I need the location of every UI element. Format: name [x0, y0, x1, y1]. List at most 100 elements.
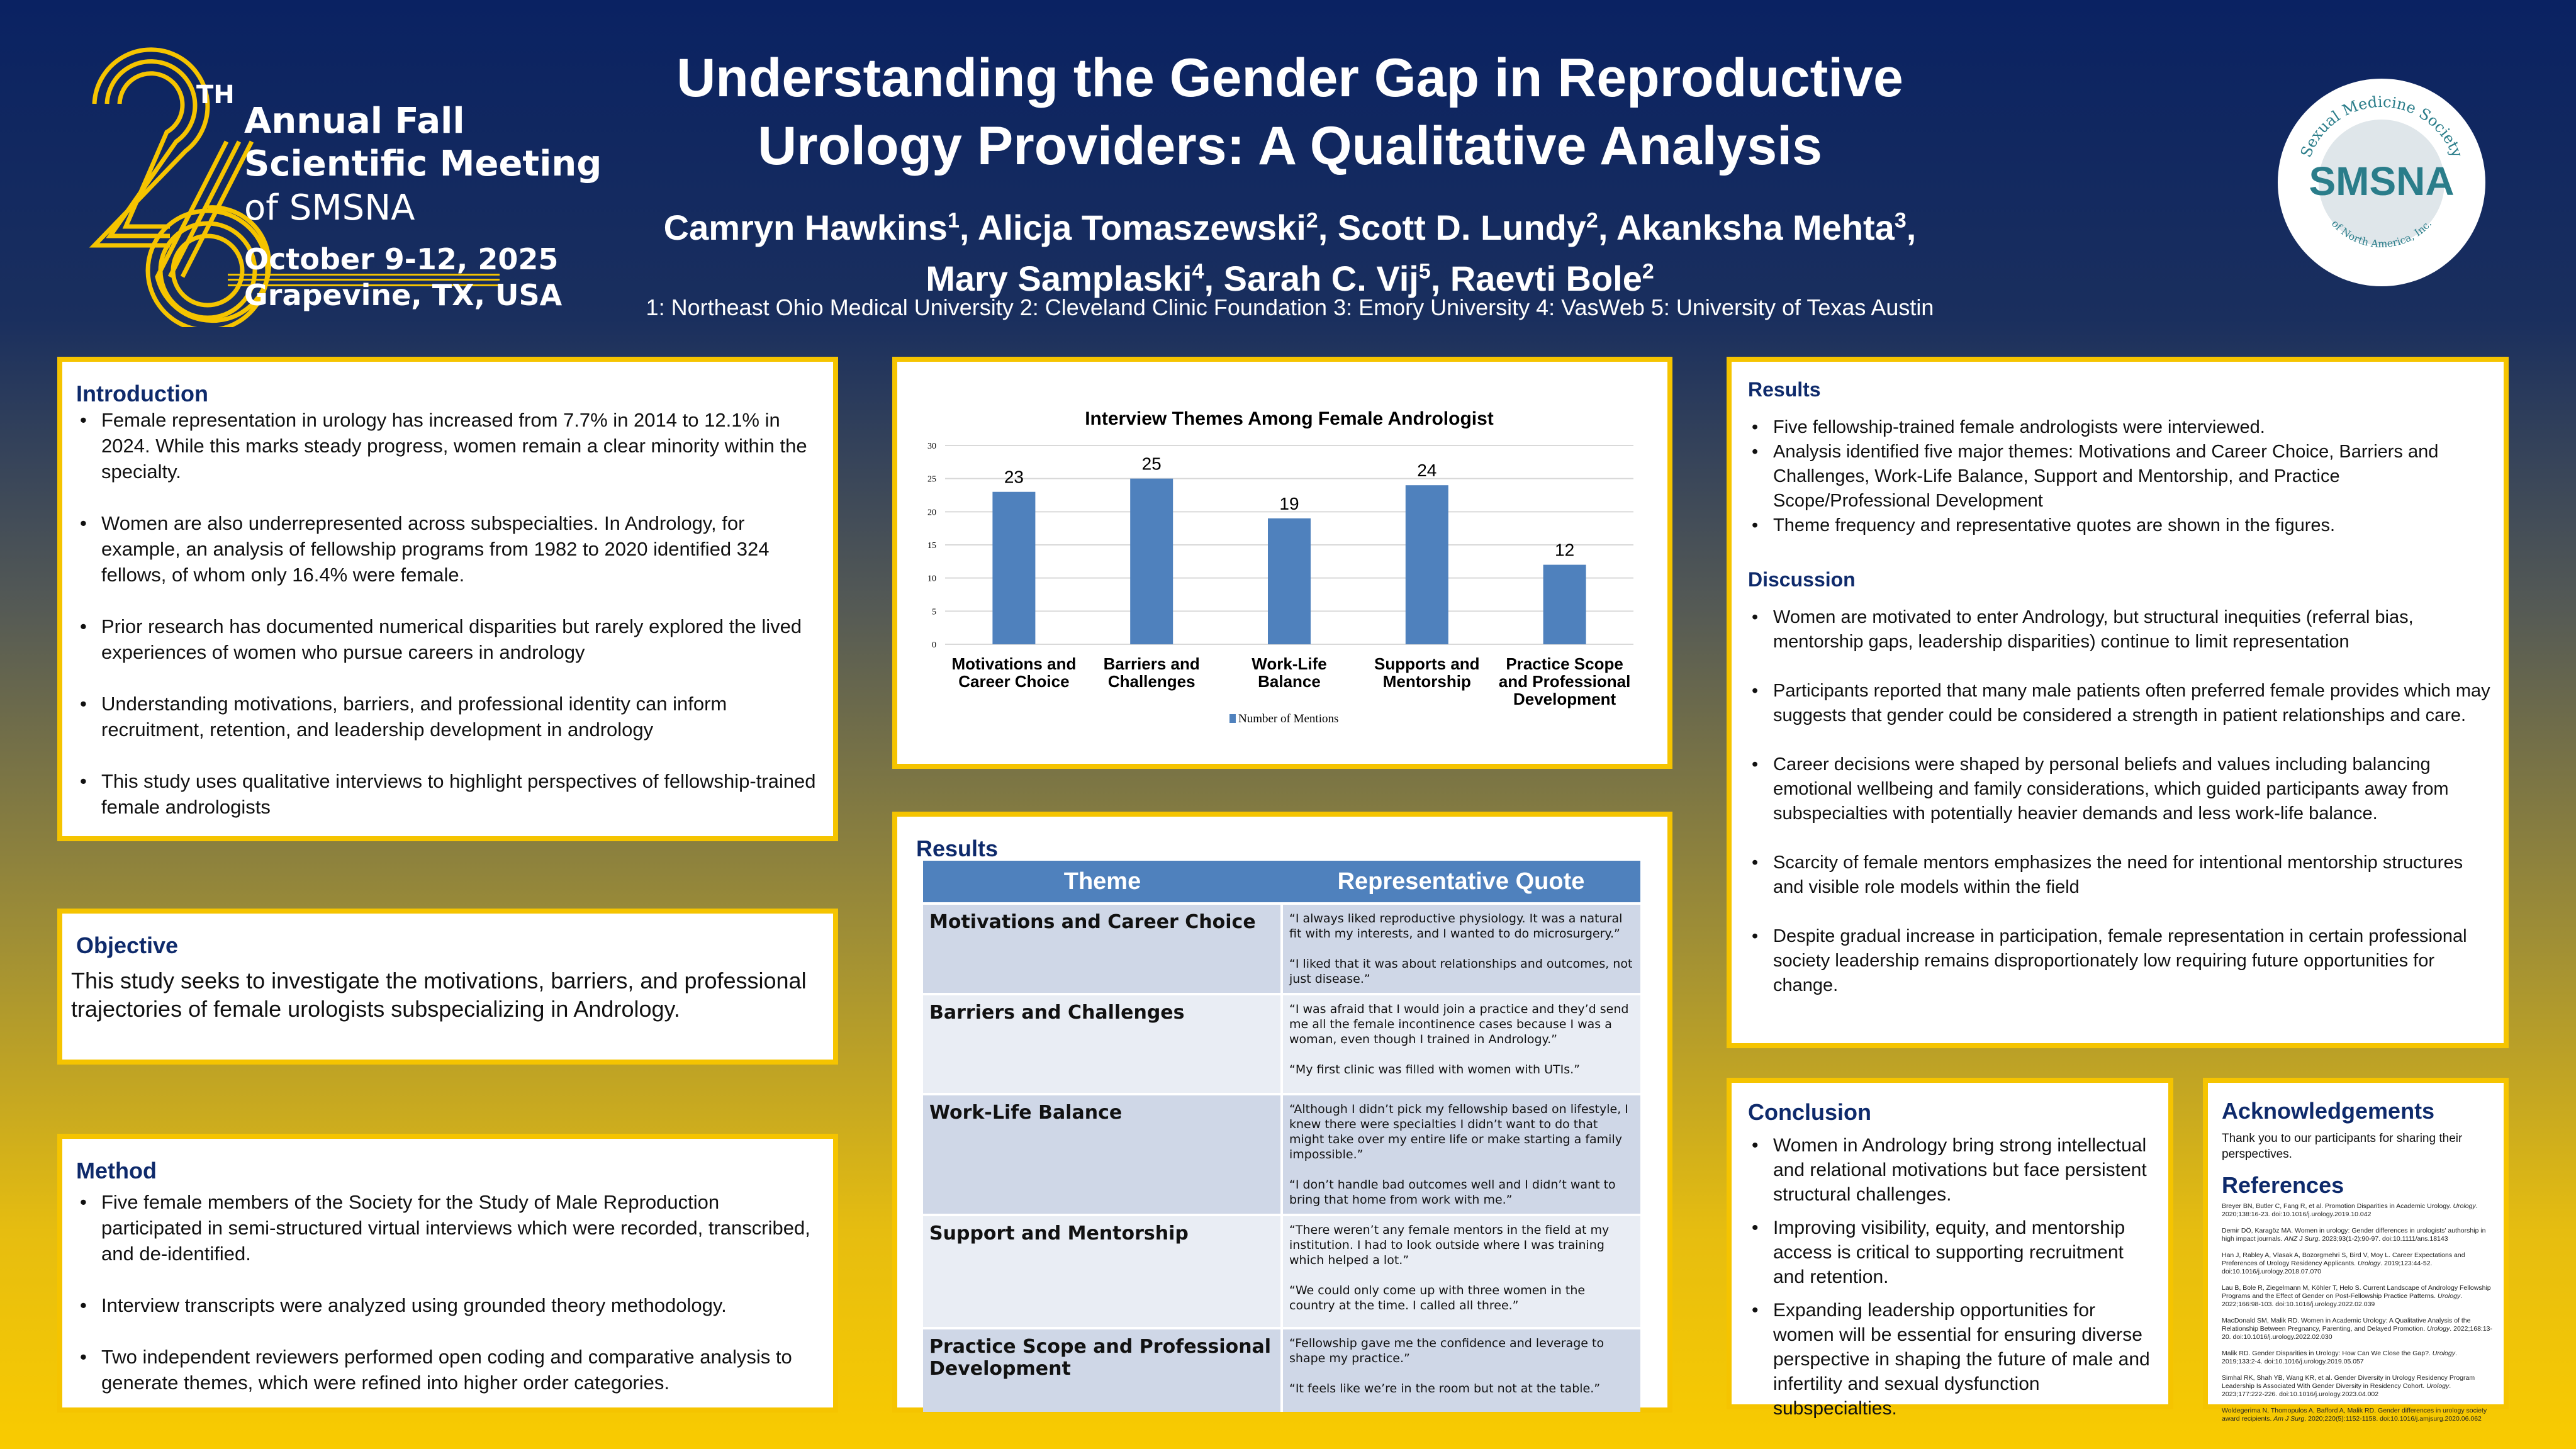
- conclusion-section: Conclusion Women in Andrology bring stro…: [1727, 1078, 2173, 1419]
- reference-item: Lau B, Bole R, Ziegelmann M, Köhler T, H…: [2222, 1284, 2494, 1309]
- logo-line3: of SMSNA: [244, 187, 415, 228]
- section-heading: Conclusion: [1748, 1099, 1871, 1125]
- results-discussion-section: Results Five fellowship-trained female a…: [1727, 357, 2509, 1048]
- smsna-society-logo: Sexual Medicine Society of North America…: [2278, 79, 2485, 286]
- objective-text: This study seeks to investigate the moti…: [71, 968, 807, 1022]
- reference-text: Demir DÖ, Karagöz MA. Women in urology: …: [2222, 1227, 2486, 1243]
- author-affiliation-number: 2: [1586, 208, 1598, 232]
- y-tick-label: 5: [932, 607, 936, 617]
- legend-label: Number of Mentions: [1238, 712, 1338, 725]
- reference-journal: Urology: [2437, 1292, 2461, 1300]
- section-heading: Objective: [76, 932, 179, 958]
- quote-text: “Fellowship gave me the confidence and l…: [1289, 1336, 1604, 1365]
- reference-item: MacDonald SM, Malik RD. Women in Academi…: [2222, 1317, 2494, 1341]
- author-name: Scott D. Lundy: [1337, 207, 1586, 247]
- bar: [992, 491, 1036, 644]
- quote-cell: “I was afraid that I would join a practi…: [1282, 993, 1640, 1094]
- introduction-list: Female representation in urology has inc…: [76, 407, 820, 820]
- x-tick-label: Motivations and: [951, 654, 1076, 673]
- logo-rule: [228, 274, 500, 286]
- bullet-item: Participants reported that many male pat…: [1748, 679, 2491, 728]
- x-tick-label: Work-Life: [1252, 654, 1326, 673]
- chart-section: Interview Themes Among Female Andrologis…: [892, 357, 1672, 769]
- title-line: Understanding the Gender Gap in Reproduc…: [676, 48, 1903, 108]
- reference-citation: . 2019;123:44-52. doi:10.1016/j.urology.…: [2222, 1260, 2433, 1275]
- bullet-item: Five female members of the Society for t…: [76, 1189, 820, 1267]
- bullet-item: Scarcity of female mentors emphasizes th…: [1748, 851, 2491, 900]
- column-header: Representative Quote: [1282, 861, 1640, 904]
- quote-text: “I don’t handle bad outcomes well and I …: [1289, 1178, 1616, 1207]
- quote-cell: “There weren’t any female mentors in the…: [1282, 1214, 1640, 1328]
- data-label: 25: [1142, 454, 1162, 474]
- author-affiliation-number: 1: [947, 208, 960, 232]
- title-line: Urology Providers: A Qualitative Analysi…: [758, 116, 1822, 176]
- y-tick-label: 10: [927, 574, 936, 584]
- theme-cell: Barriers and Challenges: [923, 993, 1283, 1094]
- reference-citation: . 2020;138:16-23. doi:10.1016/j.urology.…: [2222, 1202, 2478, 1218]
- bullet-item: This study uses qualitative interviews t…: [76, 768, 820, 820]
- reference-item: Malik RD. Gender Disparities in Urology:…: [2222, 1350, 2494, 1366]
- y-tick-label: 15: [927, 541, 936, 551]
- author-affiliation-number: 2: [1306, 208, 1318, 232]
- section-heading: References: [2222, 1172, 2344, 1198]
- section-heading: Results: [1748, 378, 1821, 401]
- author-affiliation-number: 4: [1192, 259, 1204, 284]
- x-tick-label: Balance: [1258, 672, 1321, 691]
- reference-text: Han J, Rabley A, Vlasak A, Bozorgmehri S…: [2222, 1251, 2465, 1267]
- author-name: Akanksha Mehta: [1616, 207, 1895, 247]
- bullet-item: Expanding leadership opportunities for w…: [1748, 1298, 2158, 1421]
- theme-cell: Motivations and Career Choice: [923, 902, 1283, 994]
- reference-journal: ANZ J Surg: [2284, 1235, 2319, 1243]
- theme-cell: Practice Scope and Professional Developm…: [923, 1327, 1283, 1412]
- bullet-item: Five fellowship-trained female andrologi…: [1748, 415, 2491, 440]
- x-tick-label: and Professional: [1499, 672, 1631, 691]
- theme-cell: Support and Mentorship: [923, 1214, 1283, 1328]
- bullet-item: Two independent reviewers performed open…: [76, 1344, 820, 1396]
- quote-text: “I liked that it was about relationships…: [1289, 957, 1633, 986]
- author: Sarah C. Vij5,: [1223, 259, 1450, 299]
- discussion-list: Women are motivated to enter Andrology, …: [1748, 605, 2491, 998]
- data-label: 24: [1417, 461, 1436, 480]
- table-row: Motivations and Career Choice “I always l…: [923, 902, 1640, 994]
- x-tick-label: Career Choice: [958, 672, 1069, 691]
- table-row: Work-Life Balance “Although I didn’t pick…: [923, 1093, 1640, 1215]
- y-tick-label: 0: [932, 641, 936, 650]
- x-tick-label: Mentorship: [1383, 672, 1471, 691]
- quote-text: “My first clinic was filled with women w…: [1289, 1063, 1580, 1077]
- data-label: 12: [1555, 540, 1574, 560]
- author-affiliation-number: 5: [1418, 259, 1431, 284]
- acknowledgements-references-section: Acknowledgements Thank you to our partic…: [2203, 1078, 2509, 1423]
- quote-text: “Although I didn’t pick my fellowship ba…: [1289, 1102, 1628, 1161]
- author: Camryn Hawkins1,: [663, 207, 978, 247]
- bullet-item: Career decisions were shaped by personal…: [1748, 752, 2491, 826]
- bullet-item: Analysis identified five major themes: M…: [1748, 440, 2491, 513]
- bar: [1130, 478, 1173, 644]
- quote-cell: “Although I didn’t pick my fellowship ba…: [1282, 1093, 1640, 1215]
- bullet-item: Prior research has documented numerical …: [76, 613, 820, 665]
- author: Mary Samplaski4,: [926, 259, 1224, 299]
- themes-quotes-table: Theme Representative Quote Motivations an…: [923, 861, 1640, 1412]
- method-section: Method Five female members of the Societ…: [57, 1134, 838, 1413]
- table-row: Practice Scope and Professional Developm…: [923, 1327, 1640, 1412]
- x-tick-label: Development: [1513, 690, 1616, 708]
- reference-journal: Urology: [2427, 1325, 2450, 1333]
- author-name: Mary Samplaski: [926, 259, 1192, 299]
- bullet-item: Women are motivated to enter Andrology, …: [1748, 605, 2491, 654]
- logo-line1: Annual Fall: [244, 101, 465, 142]
- reference-text: Malik RD. Gender Disparities in Urology:…: [2222, 1350, 2433, 1357]
- bullet-item: Women are also underrepresented across s…: [76, 510, 820, 588]
- bullet-item: Interview transcripts were analyzed usin…: [76, 1292, 820, 1318]
- x-tick-label: Supports and: [1374, 654, 1480, 673]
- reference-journal: Urology: [2432, 1350, 2455, 1357]
- reference-citation: . 2022;168:13-20. doi:10.1016/j.urology.…: [2222, 1325, 2493, 1341]
- x-tick-label: Barriers and: [1104, 654, 1200, 673]
- y-tick-label: 30: [927, 442, 936, 451]
- reference-citation: . 2020;220(5):1152-1158. doi:10.1016/j.a…: [2304, 1415, 2482, 1423]
- introduction-section: Introduction Female representation in ur…: [57, 357, 838, 841]
- author: Alicja Tomaszewski2,: [977, 207, 1338, 247]
- bar-chart: Interview Themes Among Female Andrologis…: [927, 408, 1633, 725]
- quote-text: “We could only come up with three women …: [1289, 1284, 1586, 1312]
- quote-text: “There weren’t any female mentors in the…: [1289, 1223, 1610, 1267]
- section-heading: Results: [916, 836, 999, 861]
- reference-journal: Urology: [2453, 1202, 2476, 1210]
